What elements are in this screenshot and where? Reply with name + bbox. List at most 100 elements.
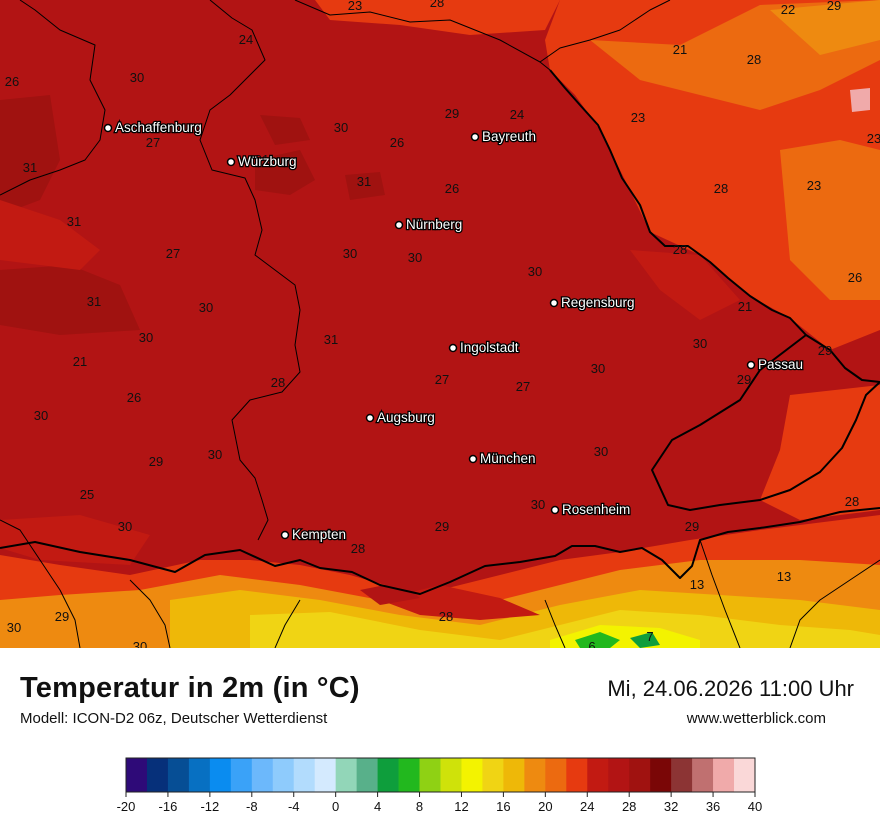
temperature-value: 31 (255, 152, 269, 167)
city-marker-regensburg[interactable]: Regensburg (549, 294, 636, 311)
temperature-region (780, 140, 880, 300)
city-label: Regensburg (561, 295, 635, 310)
legend-swatch (126, 758, 148, 792)
city-label: Passau (758, 357, 803, 372)
temperature-region (0, 200, 100, 270)
temperature-region (630, 250, 740, 320)
city-marker-rosenheim[interactable]: Rosenheim (550, 501, 632, 518)
state-border (129, 579, 171, 649)
city-label: München (480, 451, 536, 466)
temperature-value: 23 (348, 0, 362, 13)
temperature-value: 28 (845, 494, 859, 509)
color-legend: -20 -16 -12 -8 -4 0 4 8 12 16 20 24 28 32 36 40 (117, 757, 762, 814)
temperature-value: 29 (827, 0, 841, 13)
legend-tick-label: 24 (580, 799, 594, 814)
legend-swatch (314, 758, 337, 792)
temperature-value: 28 (439, 609, 453, 624)
city-marker-aschaffenburg[interactable]: Aschaffenburg (103, 119, 203, 136)
temperature-value: 27 (146, 135, 160, 150)
model-subtitle: Modell: ICON-D2 06z, Deutscher Wetterdie… (20, 710, 328, 727)
temperature-value: 30 (531, 497, 545, 512)
temperature-value: 26 (127, 390, 141, 405)
legend-swatch (230, 758, 253, 792)
legend-swatch (566, 758, 588, 792)
legend-tick-label: 8 (416, 799, 423, 814)
temperature-value: 30 (199, 300, 213, 315)
state-border (274, 599, 301, 649)
legend-swatch (671, 758, 693, 792)
temperature-value: 30 (343, 246, 357, 261)
temperature-value: 13 (690, 577, 704, 592)
temperature-value: 21 (738, 299, 752, 314)
temperature-value: 29 (149, 454, 163, 469)
city-marker-würzburg[interactable]: Würzburg (226, 153, 298, 170)
city-dot (394, 220, 404, 230)
city-marker-ingolstadt[interactable]: Ingolstadt (448, 339, 520, 356)
temperature-value: 26 (445, 181, 459, 196)
temperature-value: 30 (130, 70, 144, 85)
legend-frame (125, 757, 756, 793)
temperature-region (260, 115, 310, 145)
legend-tick-label: 0 (332, 799, 339, 814)
state-border (0, 519, 81, 649)
temperature-region (760, 385, 880, 520)
temperature-region (630, 632, 660, 648)
city-marker-bayreuth[interactable]: Bayreuth (470, 128, 537, 145)
city-marker-kempten[interactable]: Kempten (280, 526, 347, 543)
city-marker-passau[interactable]: Passau (746, 356, 804, 373)
legend-tick-label: 16 (496, 799, 510, 814)
state-border (539, 0, 671, 63)
temperature-value: 30 (334, 120, 348, 135)
temperature-value: 28 (673, 242, 687, 257)
temperature-value: 31 (357, 174, 371, 189)
temperature-value: 30 (594, 444, 608, 459)
temperature-value: 21 (673, 42, 687, 57)
temperature-value: 30 (139, 330, 153, 345)
temperature-value: 29 (435, 519, 449, 534)
state-border (199, 0, 301, 541)
legend-swatch (461, 758, 483, 792)
temperature-value: 28 (747, 52, 761, 67)
city-marker-münchen[interactable]: München (468, 450, 537, 467)
legend-tick-label: -16 (159, 799, 178, 814)
temperature-value: 26 (5, 74, 19, 89)
legend-swatch (692, 758, 714, 792)
legend-swatch (167, 758, 190, 792)
forecast-datetime: Mi, 24.06.2026 11:00 Uhr (607, 676, 854, 701)
temperature-region (345, 172, 385, 200)
temperature-value: 23 (807, 178, 821, 193)
temperature-value: 27 (166, 246, 180, 261)
temperature-value: 28 (714, 181, 728, 196)
city-label: Rosenheim (562, 502, 630, 517)
legend-tick-label: 32 (664, 799, 678, 814)
temperature-value: 29 (685, 519, 699, 534)
city-dot (365, 413, 375, 423)
temperature-value: 31 (87, 294, 101, 309)
temperature-value: 30 (591, 361, 605, 376)
website-link[interactable]: www.wetterblick.com (686, 710, 826, 727)
legend-tick-label: -4 (288, 799, 300, 814)
state-border (789, 559, 880, 649)
legend-swatch (377, 758, 399, 792)
temperature-value: 30 (133, 639, 147, 648)
legend-tick-label: -12 (200, 799, 219, 814)
state-border (0, 0, 106, 196)
legend-swatch (524, 758, 546, 792)
temperature-map[interactable]: 23 28 22 29 24 21 28 26 30 29 24 23 27 23 31 30 26 31 28 23… (0, 0, 880, 654)
temperature-value: 30 (693, 336, 707, 351)
legend-swatch (293, 758, 316, 792)
temperature-value: 30 (408, 250, 422, 265)
map-title: Temperatur in 2m (in °C) (20, 672, 360, 704)
legend-swatch (209, 758, 232, 792)
temperature-value: 29 (818, 343, 832, 358)
legend-tick-label: 36 (706, 799, 720, 814)
temperature-value: 28 (271, 375, 285, 390)
city-marker-augsburg[interactable]: Augsburg (365, 409, 436, 426)
legend-swatch (272, 758, 295, 792)
legend-swatch (335, 758, 358, 792)
city-label: Kempten (292, 527, 346, 542)
city-marker-nürnberg[interactable]: Nürnberg (394, 216, 464, 233)
temperature-region (575, 632, 620, 648)
temperature-value: 29 (55, 609, 69, 624)
city-label: Ingolstadt (460, 340, 519, 355)
